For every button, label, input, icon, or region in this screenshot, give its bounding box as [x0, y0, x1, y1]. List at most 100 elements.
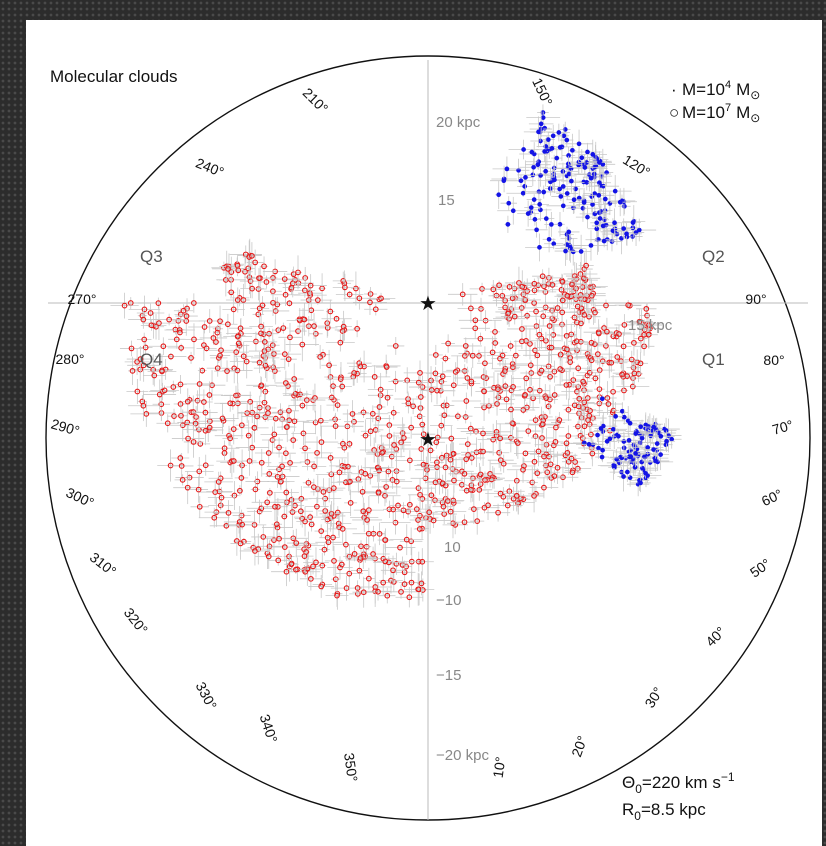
cloud-point	[485, 490, 516, 497]
cloud-point	[533, 318, 566, 334]
cloud-point	[462, 410, 470, 424]
cloud-point	[565, 363, 591, 373]
cloud-point	[261, 492, 289, 521]
cloud-point	[547, 144, 556, 153]
cloud-point	[585, 427, 597, 442]
cloud-point	[493, 487, 513, 507]
cloud-point	[371, 471, 401, 503]
cloud-point	[541, 131, 555, 148]
cloud-point	[303, 478, 325, 496]
cloud-point	[173, 400, 188, 408]
cloud-point	[254, 439, 283, 467]
cloud-point	[366, 452, 390, 483]
cloud-point	[510, 480, 523, 512]
cloud-point	[218, 313, 238, 335]
legend-entry-large: ○ M=107 M⊙	[669, 102, 760, 125]
cloud-point	[546, 199, 581, 212]
cloud-point	[484, 490, 492, 521]
cloud-point	[348, 360, 360, 386]
cloud-point	[149, 297, 167, 309]
cloud-point	[198, 507, 230, 528]
cloud-point	[211, 338, 221, 346]
cloud-point	[196, 345, 217, 352]
radial-label: −15	[436, 667, 461, 684]
cloud-point	[560, 169, 582, 193]
cloud-point	[542, 371, 558, 382]
cloud-point	[351, 457, 380, 491]
cloud-point	[287, 528, 306, 558]
cloud-point	[326, 367, 355, 392]
markers: ★ ★	[419, 293, 437, 451]
cloud-point	[496, 418, 531, 430]
cloud-point	[643, 442, 664, 457]
cloud-point	[435, 497, 467, 526]
cloud-point	[299, 433, 311, 464]
cloud-point	[590, 217, 604, 228]
cloud-point	[501, 308, 529, 325]
cloud-point	[189, 476, 208, 503]
cloud-point	[185, 323, 203, 356]
cloud-point	[513, 333, 530, 350]
cloud-point	[325, 584, 349, 607]
cloud-point	[156, 414, 180, 433]
cloud-point	[487, 448, 514, 472]
cloud-point	[253, 354, 280, 382]
cloud-point	[226, 287, 236, 297]
cloud-point	[603, 218, 623, 244]
cloud-point	[248, 242, 256, 270]
cloud-point	[240, 278, 264, 299]
cloud-point	[252, 326, 278, 358]
cloud-point	[343, 286, 376, 310]
cloud-point	[479, 387, 488, 396]
cloud-point	[222, 430, 238, 447]
cloud-point	[324, 308, 331, 338]
cloud-point	[255, 544, 283, 569]
cloud-point	[499, 395, 523, 424]
cloud-point	[590, 302, 600, 323]
cloud-point	[130, 400, 163, 427]
cloud-point	[196, 423, 224, 432]
cloud-point	[523, 311, 531, 321]
cloud-point	[569, 156, 601, 179]
cloud-point	[626, 456, 657, 468]
cloud-point	[190, 496, 210, 518]
cloud-point	[532, 425, 539, 448]
cloud-point	[584, 338, 606, 350]
cloud-point	[306, 404, 336, 437]
cloud-point	[563, 463, 582, 482]
cloud-point	[337, 320, 348, 342]
cloud-point	[175, 310, 198, 322]
cloud-point	[440, 374, 467, 397]
radial-labels: 20 kpc 15 15 kpc 10 −10 −15 −20 kpc	[436, 114, 673, 764]
cloud-point	[478, 460, 503, 488]
cloud-point	[572, 435, 596, 451]
cloud-point	[505, 376, 522, 398]
cloud-point	[327, 393, 336, 402]
cloud-point	[345, 546, 364, 562]
cloud-point	[288, 401, 317, 410]
cloud-point	[321, 315, 352, 322]
cloud-point	[576, 192, 609, 217]
cloud-point	[186, 351, 196, 364]
cloud-point	[136, 332, 152, 347]
galaxy-map: ★ ★ Molecular clouds · M=104 M⊙ ○ M=107 M⊙…	[45, 55, 811, 823]
cloud-point	[427, 435, 446, 449]
cloud-point	[600, 461, 629, 471]
cloud-point	[493, 310, 526, 327]
cloud-point	[458, 450, 485, 466]
cloud-point	[447, 283, 478, 306]
cloud-point	[183, 426, 204, 458]
cloud-point	[230, 527, 251, 560]
cloud-point	[387, 405, 400, 420]
cloud-point	[235, 411, 249, 439]
cloud-point	[388, 370, 403, 393]
cloud-point	[280, 500, 288, 533]
cloud-point	[514, 450, 537, 457]
cloud-point	[497, 386, 516, 412]
cloud-point	[184, 367, 215, 401]
cloud-point	[278, 323, 302, 352]
cloud-point	[305, 558, 321, 575]
cloud-point	[519, 278, 550, 289]
cloud-point	[142, 364, 166, 387]
cloud-point	[607, 429, 630, 444]
